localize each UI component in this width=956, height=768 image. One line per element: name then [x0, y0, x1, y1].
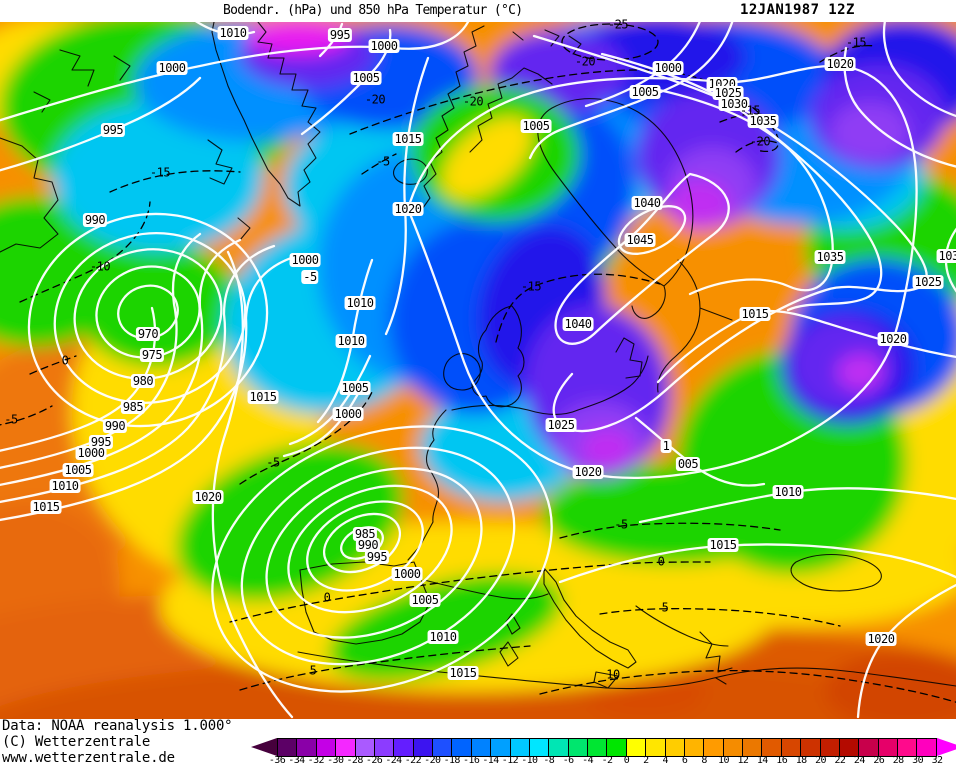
colorbar-tick: -24 — [385, 755, 402, 766]
colorbar-tick: -18 — [443, 755, 461, 766]
isobar-contours — [0, 22, 956, 719]
colorbar-tick: -22 — [404, 755, 422, 766]
colorbar-cell — [684, 739, 705, 756]
colorbar-tick: 2 — [643, 755, 649, 766]
colorbar-left-arrow-icon — [251, 738, 277, 756]
map-title: Bodendr. (hPa) und 850 hPa Temperatur (°… — [223, 3, 523, 18]
colorbar-cell — [491, 739, 511, 756]
colorbar-tick: -16 — [462, 755, 480, 766]
colorbar-cell — [452, 739, 472, 756]
colorbar-cell — [762, 739, 782, 756]
footer-data-source: Data: NOAA reanalysis 1.000° — [2, 718, 233, 734]
colorbar-cell — [374, 739, 395, 756]
colorbar-tick: 20 — [815, 755, 826, 766]
colorbar-cell — [607, 739, 627, 756]
colorbar-cell — [568, 739, 588, 756]
colorbar-cell — [820, 739, 840, 756]
colorbar-tick: 18 — [795, 755, 807, 766]
colorbar-cell — [878, 739, 898, 756]
footer-copyright: (C) Wetterzentrale — [2, 734, 151, 750]
colorbar-cell — [781, 739, 802, 756]
colorbar-tick: -28 — [346, 755, 364, 766]
colorbar-tick: 30 — [912, 755, 923, 766]
colorbar-cell — [433, 739, 453, 756]
colorbar-tick: 10 — [718, 755, 729, 766]
colorbar-tick: 22 — [834, 755, 846, 766]
colorbar-cell — [917, 739, 936, 756]
colorbar-cell — [859, 739, 879, 756]
coastlines — [0, 22, 956, 690]
colorbar-tick: -34 — [288, 755, 305, 766]
colorbar-cell — [704, 739, 724, 756]
colorbar-tick: 16 — [776, 755, 788, 766]
colorbar-tick: -14 — [482, 755, 499, 766]
colorbar-right-arrow-icon — [937, 738, 956, 756]
colorbar-tick: 6 — [681, 755, 688, 766]
colorbar-cell — [413, 739, 433, 756]
colorbar-tick: 8 — [701, 755, 707, 766]
map-datetime: 12JAN1987 12Z — [740, 2, 855, 18]
weather-map-canvas — [0, 22, 956, 719]
colorbar-cell — [723, 739, 743, 756]
colorbar-cell — [510, 739, 530, 756]
colorbar-tick: -30 — [327, 755, 344, 766]
colorbar-tick: 4 — [662, 755, 669, 766]
colorbar-tick: -26 — [365, 755, 383, 766]
colorbar-cell — [549, 739, 569, 756]
colorbar-tick: -10 — [521, 755, 538, 766]
colorbar-tick: -12 — [501, 755, 519, 766]
colorbar-cell — [316, 739, 337, 756]
colorbar-cell — [394, 739, 414, 756]
colorbar-tick: -36 — [268, 755, 286, 766]
colorbar-cell — [898, 739, 918, 756]
colorbar-cell — [471, 739, 492, 756]
colorbar-cell — [297, 739, 317, 756]
colorbar-tick: -4 — [582, 755, 593, 766]
footer-website: www.wetterzentrale.de — [2, 750, 175, 766]
colorbar-cell — [801, 739, 821, 756]
colorbar-tick: -2 — [601, 755, 613, 766]
colorbar-tick: -20 — [424, 755, 441, 766]
colorbar-cell — [336, 739, 356, 756]
colorbar-tick: 24 — [853, 755, 865, 766]
colorbar-cell — [529, 739, 550, 756]
colorbar-tick: 26 — [873, 755, 885, 766]
colorbar-cell — [278, 739, 298, 756]
colorbar-tick: -8 — [543, 755, 555, 766]
colorbar-tick: 12 — [737, 755, 749, 766]
colorbar-cell — [665, 739, 685, 756]
colorbar-tick: 0 — [623, 755, 630, 766]
colorbar-tick-labels: -36 -34 -32 -30 -28 -26 -24 -22 -20 -18 -16 -14 -12-… — [0, 755, 956, 768]
colorbar-tick: 28 — [892, 755, 904, 766]
colorbar-tick: 14 — [756, 755, 768, 766]
temperature-colorbar — [277, 738, 937, 757]
colorbar-cell — [355, 739, 375, 756]
colorbar-tick: -6 — [562, 755, 574, 766]
colorbar-cell — [626, 739, 647, 756]
colorbar-cell — [839, 739, 860, 756]
colorbar-cell — [743, 739, 763, 756]
colorbar-tick: 32 — [931, 755, 943, 766]
colorbar-tick: -32 — [307, 755, 325, 766]
colorbar-cell — [646, 739, 666, 756]
colorbar-cell — [588, 739, 608, 756]
